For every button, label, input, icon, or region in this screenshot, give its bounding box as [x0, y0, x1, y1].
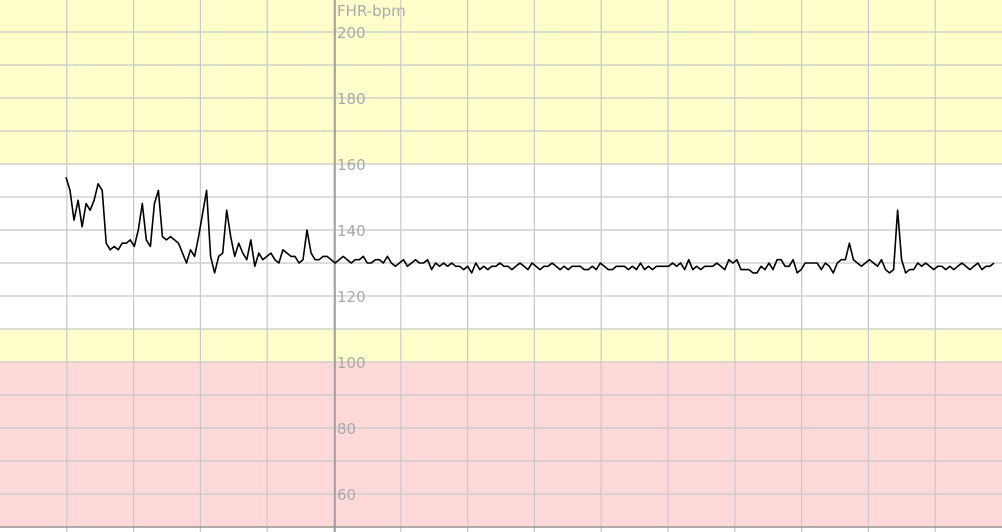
y-tick-100: 100	[337, 354, 366, 372]
y-tick-120: 120	[337, 288, 366, 306]
band-3	[0, 362, 1002, 527]
y-tick-60: 60	[337, 486, 356, 504]
y-axis-title: FHR-bpm	[337, 2, 406, 20]
y-tick-160: 160	[337, 156, 366, 174]
band-1	[0, 329, 1002, 362]
y-tick-labels: 200 180 160 140 120 100 80 60	[337, 24, 366, 504]
y-tick-140: 140	[337, 222, 366, 240]
fhr-series-line	[65, 176, 995, 274]
y-tick-80: 80	[337, 420, 356, 438]
y-tick-180: 180	[337, 90, 366, 108]
y-tick-200: 200	[337, 24, 366, 42]
band-0	[0, 0, 1002, 164]
band-2	[0, 164, 1002, 329]
